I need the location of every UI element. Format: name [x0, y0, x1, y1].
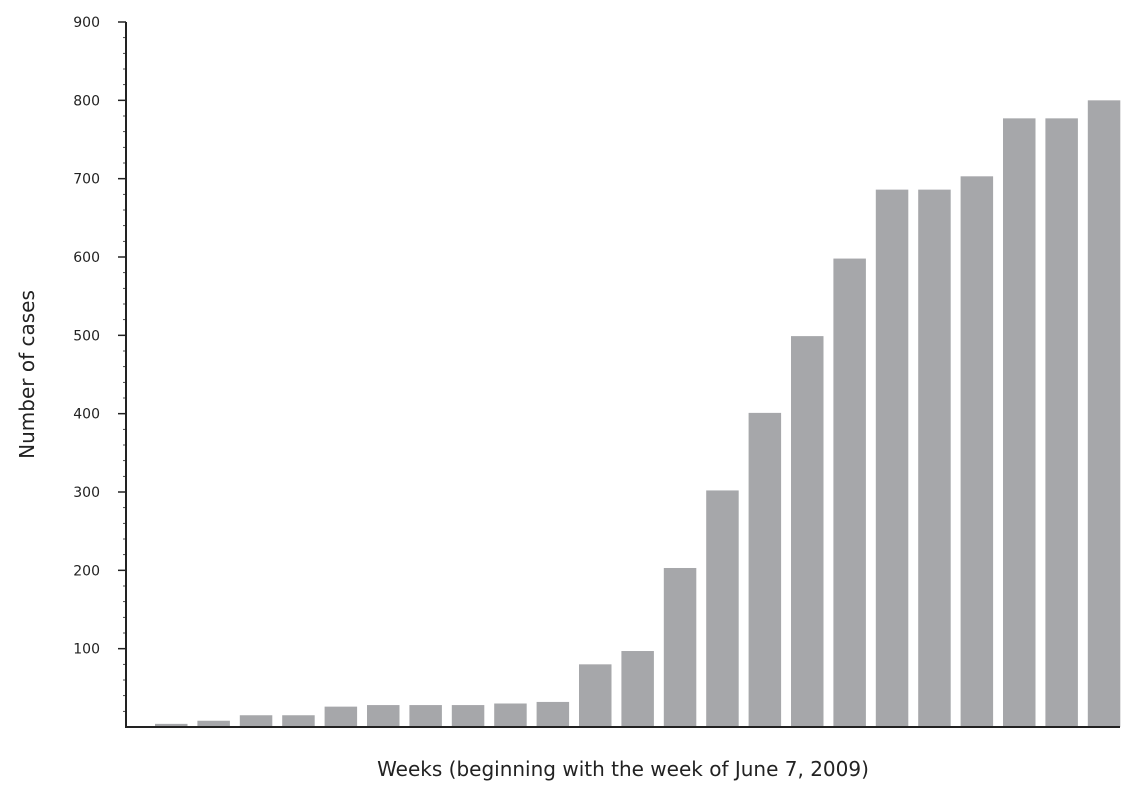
bar [621, 651, 654, 727]
bar [833, 258, 866, 727]
bar [197, 720, 230, 727]
y-tick-label: 500 [73, 328, 100, 344]
y-tick-label: 900 [73, 15, 100, 31]
bar [706, 490, 739, 727]
bar [367, 705, 400, 727]
bar [1087, 100, 1121, 728]
x-axis-label: Weeks (beginning with the week of June 7… [377, 757, 869, 781]
bar [409, 705, 442, 727]
y-tick-label: 700 [73, 172, 100, 188]
bars-group [155, 100, 1121, 728]
bar [960, 176, 994, 728]
bar [451, 705, 485, 727]
bar [536, 701, 570, 727]
y-tick-label: 600 [73, 250, 100, 266]
bar [1045, 118, 1078, 728]
y-axis: 100 200 300 400 500 600 700 800 900 [73, 15, 127, 727]
bar [918, 189, 951, 728]
bar [875, 189, 909, 728]
bar [791, 336, 824, 727]
bar [748, 412, 782, 727]
bar [239, 715, 273, 727]
bar [1003, 118, 1036, 728]
bar [282, 715, 315, 727]
bar [663, 567, 697, 727]
y-tick-label: 800 [73, 93, 100, 109]
y-axis-label: Number of cases [15, 290, 39, 459]
bar [494, 703, 527, 727]
bar [579, 664, 612, 727]
y-tick-label: 400 [73, 407, 100, 423]
bar [155, 723, 188, 727]
bar [324, 706, 358, 727]
y-tick-label: 300 [73, 485, 100, 501]
y-tick-label: 100 [73, 642, 100, 658]
y-tick-label: 200 [73, 563, 100, 579]
